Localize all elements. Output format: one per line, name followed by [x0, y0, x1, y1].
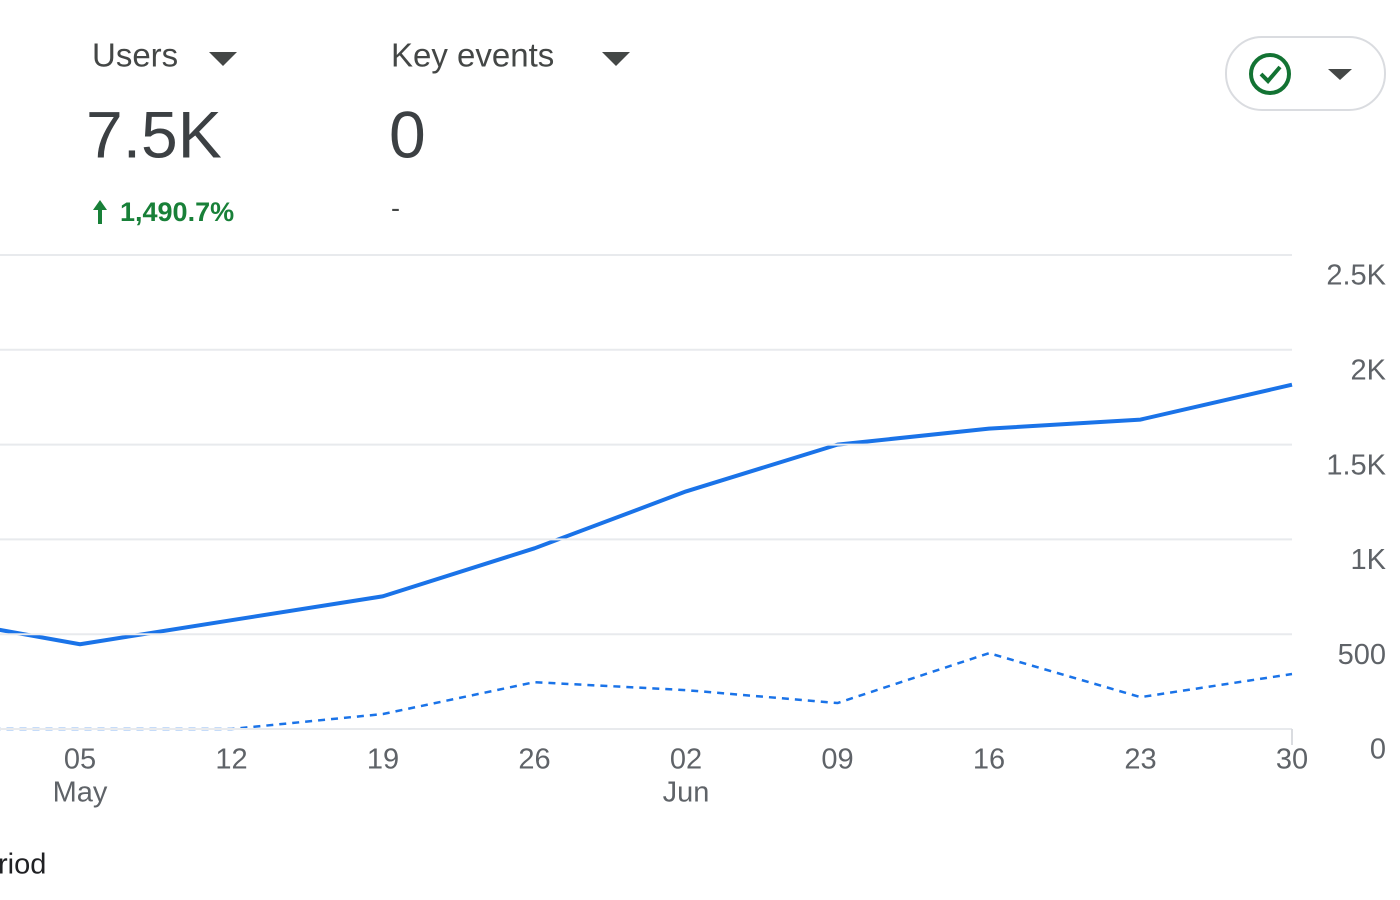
x-tick-label: 26 — [518, 744, 550, 776]
legend-text: riod — [0, 849, 46, 881]
y-tick-label: 0 — [1370, 734, 1386, 766]
dropdown-arrow[interactable] — [602, 52, 630, 66]
up-arrow-icon — [93, 200, 107, 224]
dropdown-arrow[interactable] — [209, 52, 237, 66]
dropdown-arrow — [1328, 69, 1352, 80]
series-line — [0, 382, 1293, 647]
check-mark — [1259, 65, 1282, 84]
x-tick-label: 19 — [367, 744, 399, 776]
x-tick-label: 09 — [821, 744, 853, 776]
y-tick-label: 1.5K — [1326, 449, 1386, 481]
metric-label[interactable]: Users — [92, 37, 178, 74]
comparison-line — [0, 651, 1293, 731]
x-tick-label: 02 — [670, 744, 702, 776]
y-tick-label: 2K — [1351, 354, 1387, 386]
plot-area — [0, 382, 1293, 731]
check-icon — [1249, 53, 1291, 95]
status-button[interactable] — [1225, 36, 1386, 111]
y-tick-label: 1K — [1351, 544, 1387, 576]
metric-value: 7.5K — [86, 97, 222, 171]
x-tick-sublabel: Jun — [663, 777, 710, 809]
x-tick-sublabel: May — [53, 777, 108, 809]
metric-label[interactable]: Key events — [391, 37, 554, 74]
x-tick-label: 30 — [1276, 744, 1308, 776]
metric-value: 0 — [389, 97, 426, 171]
x-tick-label: 16 — [973, 744, 1005, 776]
y-tick-label: 500 — [1338, 639, 1386, 671]
x-tick-label: 12 — [215, 744, 247, 776]
x-tick-label: 05 — [64, 744, 96, 776]
metric-change: - — [391, 193, 400, 223]
y-tick-label: 2.5K — [1326, 260, 1386, 292]
x-tick-label: 23 — [1124, 744, 1156, 776]
metric-change: 1,490.7% — [120, 197, 234, 227]
